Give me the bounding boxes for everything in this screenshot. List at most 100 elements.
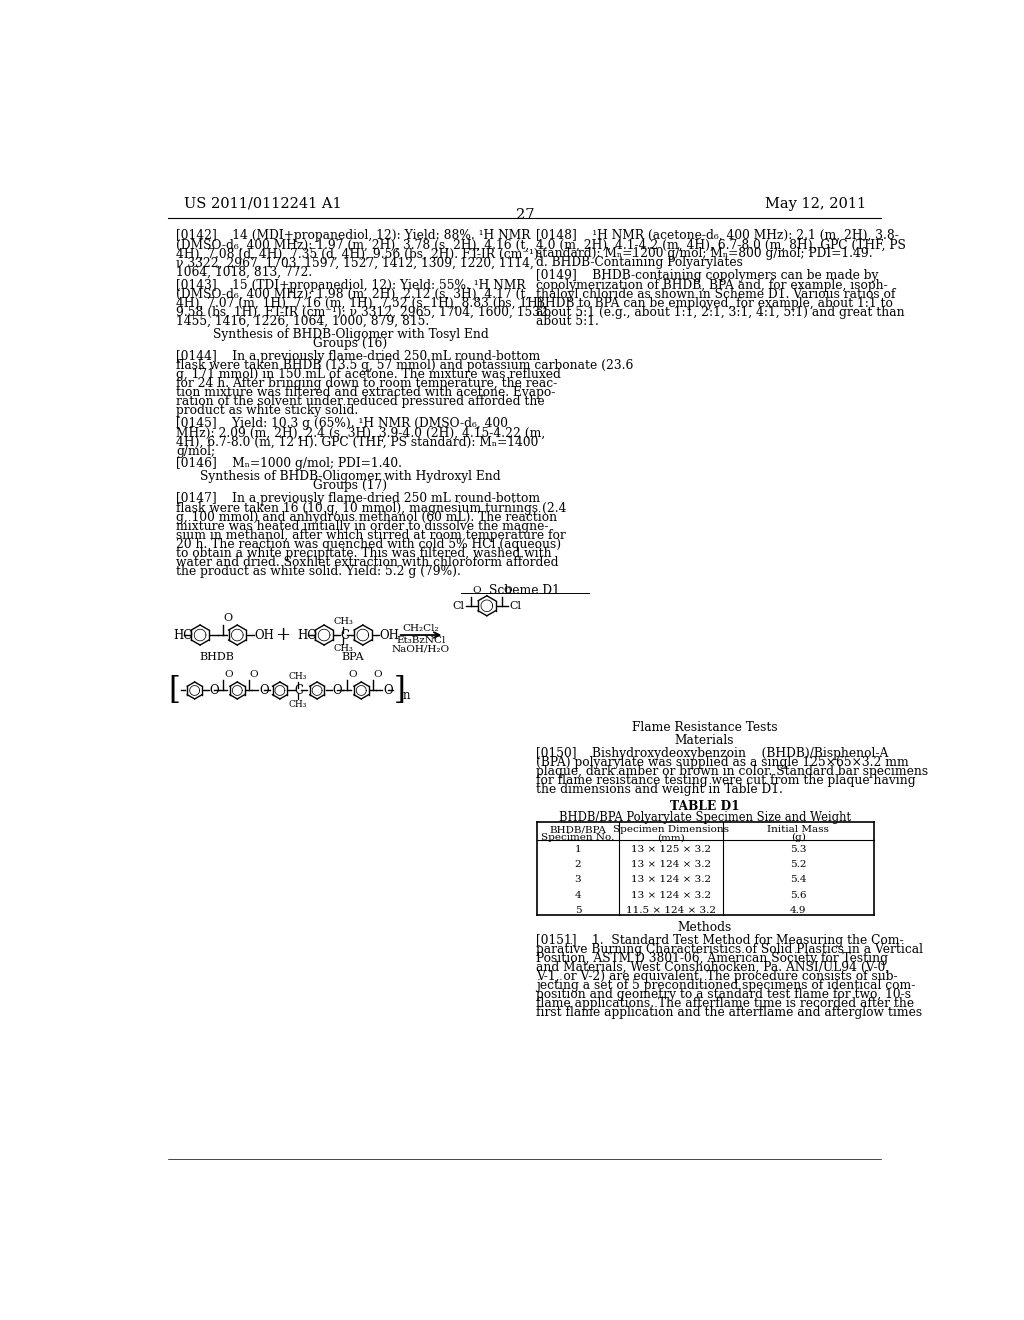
- Text: 5.6: 5.6: [791, 891, 807, 900]
- Text: HO: HO: [297, 628, 316, 642]
- Text: 13 × 125 × 3.2: 13 × 125 × 3.2: [631, 845, 711, 854]
- Text: MHz): 2.09 (m, 2H), 2.4 (s, 3H), 3.9-4.0 (2H), 4.15-4.22 (m,: MHz): 2.09 (m, 2H), 2.4 (s, 3H), 3.9-4.0…: [176, 426, 546, 440]
- Text: O: O: [348, 671, 356, 678]
- Text: for flame resistance testing were cut from the plaque having: for flame resistance testing were cut fr…: [536, 775, 915, 788]
- Text: d. BHDB-Containing Polyarylates: d. BHDB-Containing Polyarylates: [536, 256, 742, 269]
- Text: [0150]    Bishydroxydeoxybenzoin    (BHDB)/Bisphenol-A: [0150] Bishydroxydeoxybenzoin (BHDB)/Bis…: [536, 747, 888, 760]
- Text: O: O: [250, 671, 258, 678]
- Text: 5.2: 5.2: [791, 861, 807, 869]
- Text: OH: OH: [380, 628, 399, 642]
- Text: [0144]    In a previously flame-dried 250 mL round-bottom: [0144] In a previously flame-dried 250 m…: [176, 350, 541, 363]
- Text: [0149]    BHDB-containing copolymers can be made by: [0149] BHDB-containing copolymers can be…: [536, 269, 878, 282]
- Text: standard): Mₙ=1200 g/mol; Mₙ=800 g/mol; PDI=1.49.: standard): Mₙ=1200 g/mol; Mₙ=800 g/mol; …: [536, 247, 872, 260]
- Text: ν 3322, 2967, 1703, 1597, 1527, 1412, 1309, 1220, 1114,: ν 3322, 2967, 1703, 1597, 1527, 1412, 13…: [176, 256, 534, 269]
- Text: Groups (16): Groups (16): [313, 337, 387, 350]
- Text: NaOH/H₂O: NaOH/H₂O: [392, 644, 450, 653]
- Text: first flame application and the afterflame and afterglow times: first flame application and the afterfla…: [536, 1006, 922, 1019]
- Text: thaloyl chloride as shown in Scheme D1. Various ratios of: thaloyl chloride as shown in Scheme D1. …: [536, 288, 895, 301]
- Text: mixture was heated initially in order to dissolve the magne-: mixture was heated initially in order to…: [176, 520, 549, 533]
- Text: plaque, dark amber or brown in color. Standard bar specimens: plaque, dark amber or brown in color. St…: [536, 766, 928, 779]
- Text: [0142]    14 (MDI+propanediol, 12): Yield: 88%. ¹H NMR: [0142] 14 (MDI+propanediol, 12): Yield: …: [176, 230, 530, 243]
- Text: about 5:1.: about 5:1.: [536, 315, 598, 327]
- Text: to obtain a white precipitate. This was filtered, washed with: to obtain a white precipitate. This was …: [176, 546, 552, 560]
- Text: O: O: [503, 586, 512, 595]
- Text: ration of the solvent under reduced pressured afforded the: ration of the solvent under reduced pres…: [176, 395, 545, 408]
- Text: Scheme D1: Scheme D1: [489, 585, 560, 597]
- Text: parative Burning Characteristics of Solid Plastics in a Vertical: parative Burning Characteristics of Soli…: [536, 942, 923, 956]
- Text: O: O: [383, 684, 392, 697]
- Text: CH₂Cl₂: CH₂Cl₂: [402, 624, 439, 634]
- Text: for 24 h. After bringing down to room temperature, the reac-: for 24 h. After bringing down to room te…: [176, 378, 557, 391]
- Text: 4.0 (m, 2H), 4.1-4.2 (m, 4H), 6.7-8.0 (m, 8H). GPC (THF, PS: 4.0 (m, 2H), 4.1-4.2 (m, 4H), 6.7-8.0 (m…: [536, 239, 905, 251]
- Text: ]: ]: [394, 675, 406, 706]
- Text: g, 171 mmol) in 150 mL of acetone. The mixture was refluxed: g, 171 mmol) in 150 mL of acetone. The m…: [176, 368, 561, 381]
- Text: Groups (17): Groups (17): [313, 479, 387, 492]
- Text: g, 100 mmol) and anhydrous methanol (60 mL). The reaction: g, 100 mmol) and anhydrous methanol (60 …: [176, 511, 557, 524]
- Text: Synthesis of BHDB-Oligomer with Hydroxyl End: Synthesis of BHDB-Oligomer with Hydroxyl…: [200, 470, 501, 483]
- Text: and Materials, West Conshohocken, Pa. ANSI/UL94 (V-0,: and Materials, West Conshohocken, Pa. AN…: [536, 961, 889, 974]
- Text: Cl: Cl: [509, 601, 521, 611]
- Text: [0148]    ¹H NMR (acetone-d₆, 400 MHz): 2.1 (m, 2H), 3.8-: [0148] ¹H NMR (acetone-d₆, 400 MHz): 2.1…: [536, 230, 898, 243]
- Text: 20 h. The reaction was quenched with cold 5% HCl (aqueous): 20 h. The reaction was quenched with col…: [176, 537, 561, 550]
- Text: [: [: [168, 675, 180, 706]
- Text: 1064, 1018, 813, 772.: 1064, 1018, 813, 772.: [176, 265, 312, 279]
- Text: 1: 1: [574, 845, 582, 854]
- Text: O: O: [223, 614, 232, 623]
- Text: May 12, 2011: May 12, 2011: [765, 197, 866, 211]
- Text: (mm): (mm): [657, 833, 685, 842]
- Text: BHDB to BPA can be employed, for example, about 1:1 to: BHDB to BPA can be employed, for example…: [536, 297, 893, 310]
- Text: (g): (g): [791, 833, 806, 842]
- Text: (BPA) polyarylate was supplied as a single 125×65×3.2 mm: (BPA) polyarylate was supplied as a sing…: [536, 756, 908, 770]
- Text: flask were taken 16 (10 g, 10 mmol), magnesium turnings (2.4: flask were taken 16 (10 g, 10 mmol), mag…: [176, 502, 566, 515]
- Text: BPA: BPA: [341, 652, 365, 661]
- Text: V-1, or V-2) are equivalent. The procedure consists of sub-: V-1, or V-2) are equivalent. The procedu…: [536, 970, 897, 983]
- Text: Methods: Methods: [678, 921, 732, 933]
- Text: OH: OH: [254, 628, 274, 642]
- Text: Position, ASTM D 3801-06, American Society for Testing: Position, ASTM D 3801-06, American Socie…: [536, 952, 888, 965]
- Text: O: O: [333, 684, 342, 697]
- Text: the product as white solid. Yield: 5.2 g (79%).: the product as white solid. Yield: 5.2 g…: [176, 565, 461, 578]
- Text: US 2011/0112241 A1: US 2011/0112241 A1: [183, 197, 341, 211]
- Text: Specimen Dimensions: Specimen Dimensions: [613, 825, 729, 834]
- Text: (DMSO-d₆, 400 MHz): 1.97 (m, 2H), 3.78 (s, 2H), 4.16 (t,: (DMSO-d₆, 400 MHz): 1.97 (m, 2H), 3.78 (…: [176, 239, 529, 251]
- Text: tion mixture was filtered and extracted with acetone. Evapo-: tion mixture was filtered and extracted …: [176, 387, 555, 399]
- Text: position and geometry to a standard test flame for two, 10-s: position and geometry to a standard test…: [536, 989, 910, 1002]
- Text: HO: HO: [173, 628, 193, 642]
- Text: [0151]    1.  Standard Test Method for Measuring the Com-: [0151] 1. Standard Test Method for Measu…: [536, 933, 903, 946]
- Text: 4H), 7.08 (d, 4H), 7.35 (d, 4H), 9.56 (bs, 2H). FT-IR (cm⁻¹):: 4H), 7.08 (d, 4H), 7.35 (d, 4H), 9.56 (b…: [176, 247, 543, 260]
- Text: 9.58 (bs, 1H). FT-IR (cm⁻¹): ν 3312, 2965, 1704, 1600, 1532,: 9.58 (bs, 1H). FT-IR (cm⁻¹): ν 3312, 296…: [176, 306, 552, 318]
- Text: n: n: [403, 689, 411, 702]
- Text: [0147]    In a previously flame-dried 250 mL round-bottom: [0147] In a previously flame-dried 250 m…: [176, 492, 541, 506]
- Text: flame applications. The afterflame time is recorded after the: flame applications. The afterflame time …: [536, 998, 913, 1010]
- Text: O: O: [472, 586, 480, 595]
- Text: C: C: [340, 628, 349, 642]
- Text: the dimensions and weight in Table D1.: the dimensions and weight in Table D1.: [536, 784, 782, 796]
- Text: 13 × 124 × 3.2: 13 × 124 × 3.2: [631, 861, 711, 869]
- Text: 5: 5: [574, 907, 582, 915]
- Text: CH₃: CH₃: [334, 616, 353, 626]
- Text: 13 × 124 × 3.2: 13 × 124 × 3.2: [631, 891, 711, 900]
- Text: flask were taken BHDB (13.5 g, 57 mmol) and potassium carbonate (23.6: flask were taken BHDB (13.5 g, 57 mmol) …: [176, 359, 634, 372]
- Text: (DMSO-d₆, 400 MHz): 1.98 (m, 2H), 2.12 (s, 3H), 4.17 (t,: (DMSO-d₆, 400 MHz): 1.98 (m, 2H), 2.12 (…: [176, 288, 529, 301]
- Text: 5.4: 5.4: [791, 875, 807, 884]
- Text: CH₃: CH₃: [289, 700, 307, 709]
- Text: sium in methanol, after which stirred at room temperature for: sium in methanol, after which stirred at…: [176, 529, 566, 541]
- Text: g/mol;: g/mol;: [176, 445, 215, 458]
- Text: 5.3: 5.3: [791, 845, 807, 854]
- Text: +: +: [275, 626, 291, 644]
- Text: [0145]    Yield: 10.3 g (65%). ¹H NMR (DMSO-d₆, 400: [0145] Yield: 10.3 g (65%). ¹H NMR (DMSO…: [176, 417, 508, 430]
- Text: [0143]    15 (TDI+propanediol, 12): Yield: 55%. ¹H NMR: [0143] 15 (TDI+propanediol, 12): Yield: …: [176, 279, 525, 292]
- Text: 11.5 × 124 × 3.2: 11.5 × 124 × 3.2: [626, 907, 716, 915]
- Text: [0146]    Mₙ=1000 g/mol; PDI=1.40.: [0146] Mₙ=1000 g/mol; PDI=1.40.: [176, 458, 402, 470]
- Text: TABLE D1: TABLE D1: [670, 800, 739, 813]
- Text: O: O: [259, 684, 268, 697]
- Text: Initial Mass: Initial Mass: [767, 825, 829, 834]
- Text: 27: 27: [515, 209, 535, 223]
- Text: BHDB: BHDB: [200, 652, 234, 661]
- Text: Flame Resistance Tests: Flame Resistance Tests: [632, 721, 777, 734]
- Text: water and dried. Soxhlet extraction with chloroform afforded: water and dried. Soxhlet extraction with…: [176, 556, 558, 569]
- Text: 4: 4: [574, 891, 582, 900]
- Text: 4H), 7.07 (m, 1H), 7.16 (m, 1H), 7.52 (s, 1H), 8.83 (bs, 1H),: 4H), 7.07 (m, 1H), 7.16 (m, 1H), 7.52 (s…: [176, 297, 547, 310]
- Text: CH₃: CH₃: [289, 672, 307, 681]
- Text: O: O: [374, 671, 382, 678]
